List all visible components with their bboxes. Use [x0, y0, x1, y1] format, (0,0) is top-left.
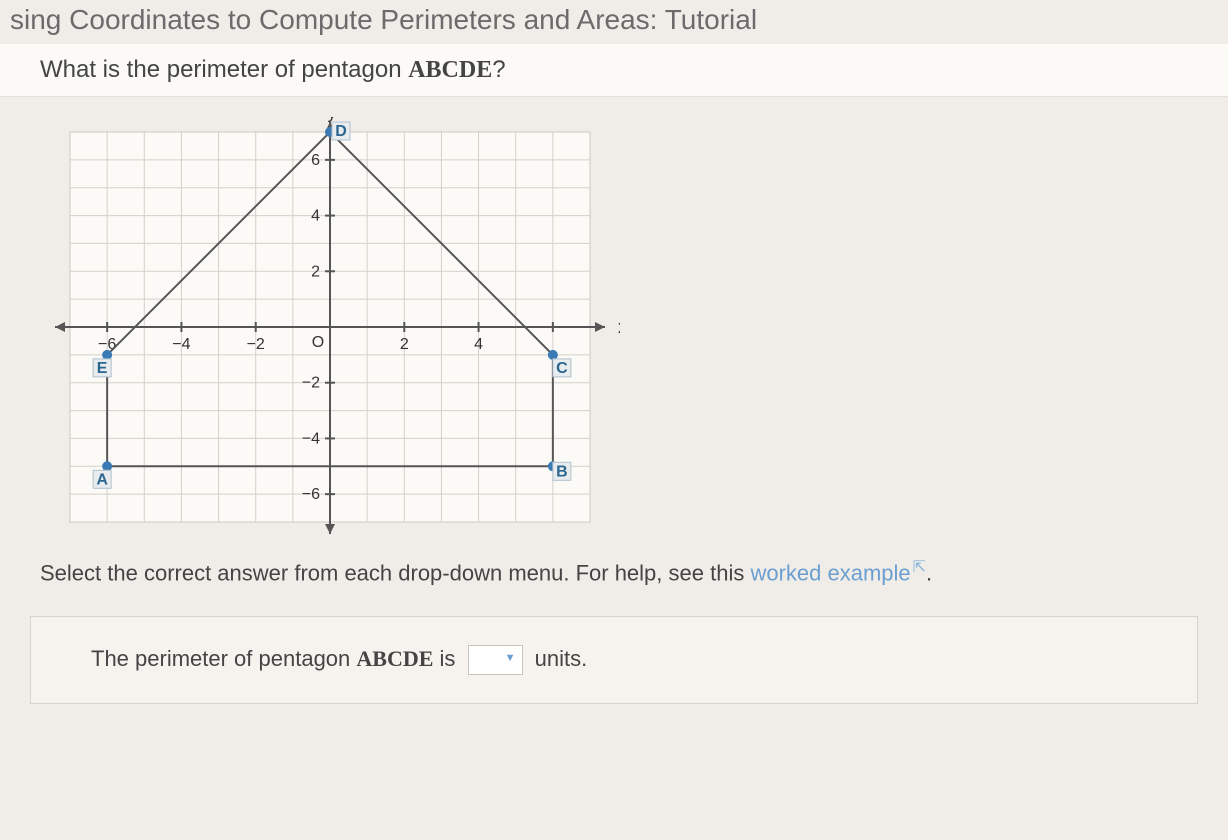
page-title: sing Coordinates to Compute Perimeters a…: [0, 0, 1228, 44]
question-shape-name: ABCDE: [408, 57, 492, 83]
svg-text:E: E: [97, 360, 108, 377]
answer-shape-name: ABCDE: [356, 646, 433, 671]
svg-text:C: C: [556, 360, 568, 377]
answer-units: units.: [535, 646, 588, 671]
answer-middle: is: [433, 646, 455, 671]
svg-text:−4: −4: [302, 430, 320, 447]
svg-text:6: 6: [311, 152, 320, 169]
svg-text:−4: −4: [172, 336, 190, 353]
question-suffix: ?: [492, 56, 505, 83]
svg-text:4: 4: [474, 336, 483, 353]
answer-box: The perimeter of pentagon ABCDE is units…: [30, 616, 1198, 704]
svg-text:B: B: [556, 463, 568, 480]
answer-dropdown[interactable]: [468, 645, 523, 675]
svg-text:2: 2: [311, 263, 320, 280]
worked-example-link[interactable]: worked example: [750, 560, 910, 585]
svg-text:D: D: [335, 123, 347, 140]
svg-text:−2: −2: [247, 336, 265, 353]
external-link-icon: ⇱: [913, 557, 926, 577]
svg-text:O: O: [312, 334, 324, 351]
graph-svg: −6−4−224−6−4−2246OxyABCDE: [40, 117, 620, 537]
question-text: What is the perimeter of pentagon ABCDE?: [0, 44, 1228, 97]
question-prefix: What is the perimeter of pentagon: [40, 56, 408, 83]
svg-text:2: 2: [400, 336, 409, 353]
svg-text:−6: −6: [302, 486, 320, 503]
helper-tail: .: [926, 560, 932, 585]
answer-prefix: The perimeter of pentagon: [91, 646, 356, 671]
answer-text: The perimeter of pentagon ABCDE is units…: [91, 646, 587, 671]
helper-text: Select the correct answer from each drop…: [0, 547, 1228, 616]
svg-text:x: x: [618, 317, 620, 337]
svg-text:4: 4: [311, 208, 320, 225]
svg-text:A: A: [96, 471, 108, 488]
svg-text:y: y: [328, 117, 337, 122]
helper-prefix: Select the correct answer from each drop…: [40, 560, 750, 585]
coordinate-graph: −6−4−224−6−4−2246OxyABCDE: [0, 97, 1228, 547]
svg-text:−2: −2: [302, 375, 320, 392]
